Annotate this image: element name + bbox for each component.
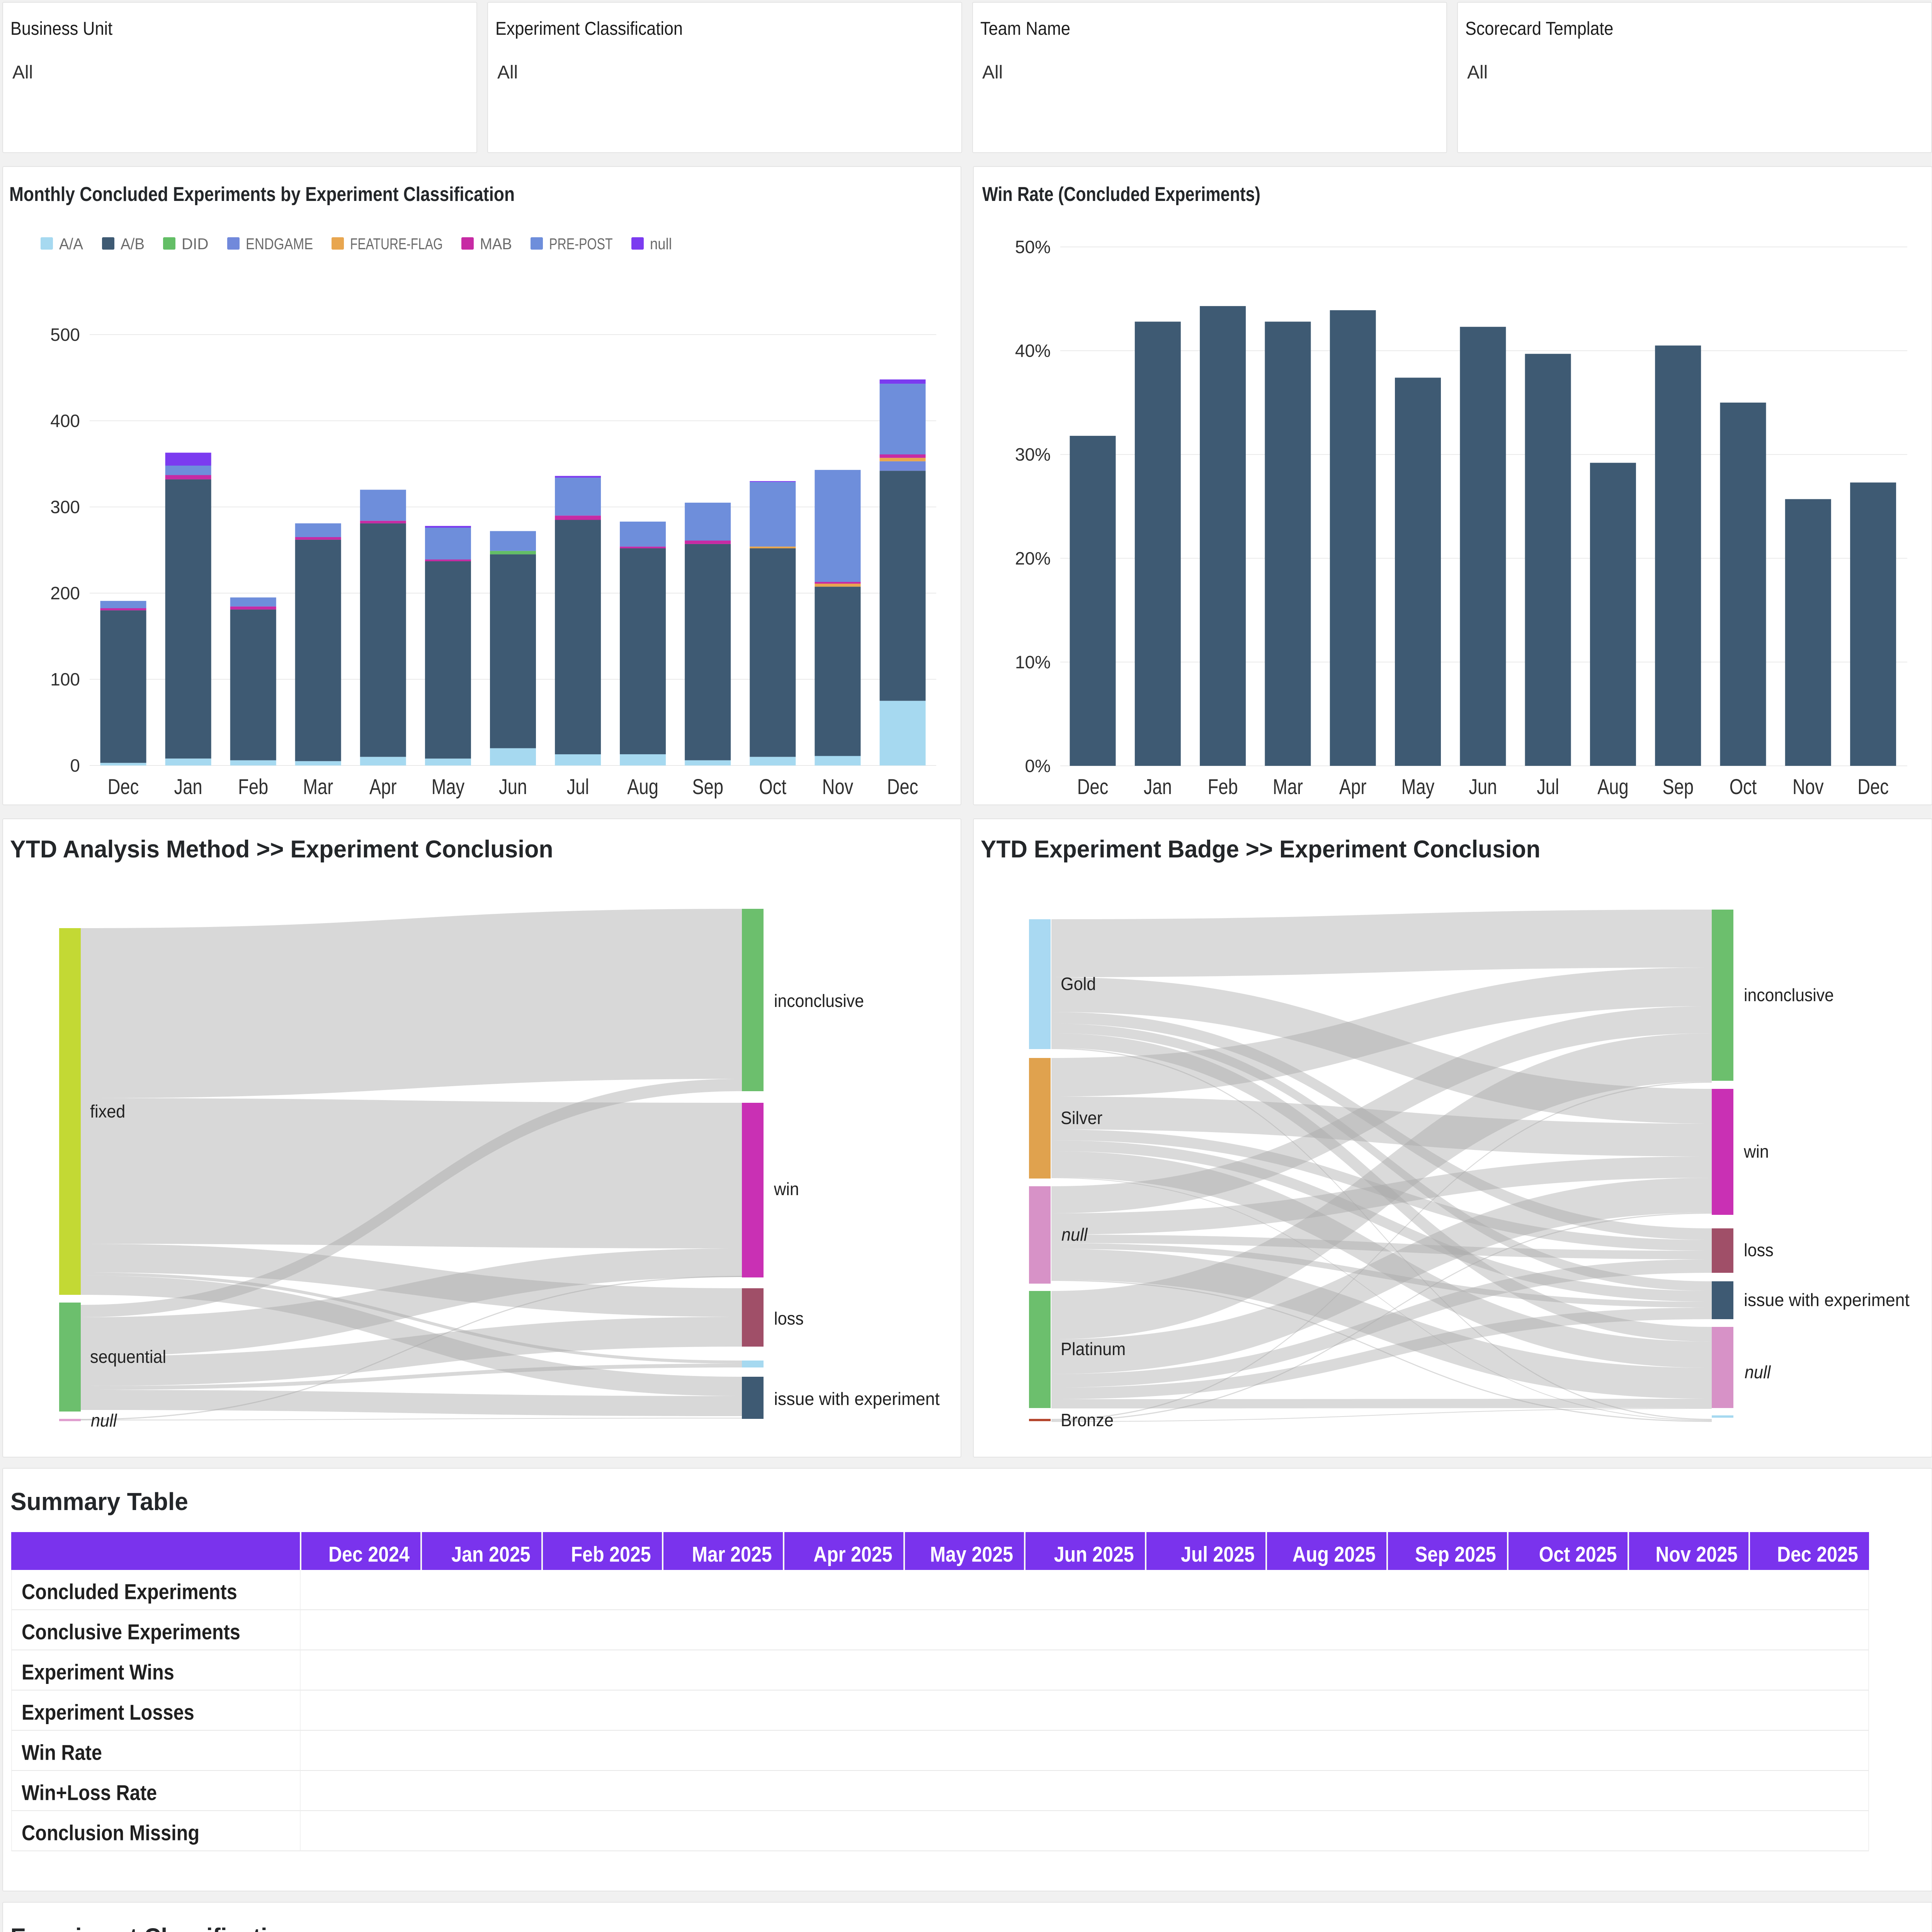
svg-text:inconclusive: inconclusive <box>1744 986 1834 1005</box>
svg-text:sequential: sequential <box>90 1347 166 1367</box>
svg-text:Sep: Sep <box>1662 774 1694 799</box>
svg-text:FEATURE-FLAG: FEATURE-FLAG <box>350 235 443 253</box>
svg-text:Jan: Jan <box>174 774 202 799</box>
svg-text:inconclusive: inconclusive <box>774 992 864 1011</box>
svg-text:Dec: Dec <box>887 774 918 799</box>
svg-text:Oct: Oct <box>1730 774 1757 799</box>
svg-text:200: 200 <box>50 583 80 603</box>
svg-text:Silver: Silver <box>1061 1109 1102 1128</box>
svg-text:win: win <box>774 1180 799 1199</box>
svg-text:Feb: Feb <box>238 774 268 799</box>
svg-text:Nov: Nov <box>822 774 854 799</box>
svg-text:A/A: A/A <box>59 235 83 253</box>
svg-text:loss: loss <box>1744 1241 1774 1260</box>
svg-text:Win Rate (Concluded Experiment: Win Rate (Concluded Experiments) <box>982 183 1260 206</box>
svg-text:50%: 50% <box>1015 237 1051 257</box>
svg-text:0: 0 <box>70 755 80 776</box>
svg-text:Aug: Aug <box>627 774 658 799</box>
svg-text:300: 300 <box>50 497 80 517</box>
svg-text:Apr: Apr <box>369 774 397 799</box>
svg-text:issue with experiment: issue with experiment <box>774 1389 940 1409</box>
svg-text:issue with experiment: issue with experiment <box>1744 1290 1910 1310</box>
svg-text:DID: DID <box>182 235 209 253</box>
svg-text:0%: 0% <box>1025 756 1051 776</box>
svg-text:May: May <box>1401 774 1435 799</box>
svg-text:null: null <box>650 235 672 253</box>
svg-text:Bronze: Bronze <box>1061 1411 1114 1430</box>
svg-text:PRE-POST: PRE-POST <box>549 235 613 253</box>
svg-text:400: 400 <box>50 411 80 431</box>
svg-text:Jul: Jul <box>1537 774 1559 799</box>
svg-text:Monthly Concluded Experiments: Monthly Concluded Experiments by Experim… <box>9 183 515 206</box>
svg-text:10%: 10% <box>1015 652 1051 672</box>
svg-text:Apr: Apr <box>1339 774 1367 799</box>
svg-text:100: 100 <box>50 669 80 689</box>
svg-text:Sep: Sep <box>692 774 723 799</box>
svg-text:May: May <box>432 774 465 799</box>
svg-text:Dec: Dec <box>108 774 139 799</box>
svg-text:fixed: fixed <box>90 1102 125 1121</box>
svg-text:ENDGAME: ENDGAME <box>246 235 313 253</box>
svg-text:Mar: Mar <box>303 774 333 799</box>
svg-text:20%: 20% <box>1015 548 1051 568</box>
svg-text:Feb: Feb <box>1208 774 1238 799</box>
svg-text:null: null <box>91 1411 117 1430</box>
svg-text:Dec: Dec <box>1857 774 1889 799</box>
svg-text:Jul: Jul <box>567 774 589 799</box>
svg-text:Aug: Aug <box>1597 774 1629 799</box>
svg-text:Oct: Oct <box>759 774 787 799</box>
svg-text:YTD Analysis Method >> Experim: YTD Analysis Method >> Experiment Conclu… <box>10 836 553 863</box>
svg-text:Nov: Nov <box>1793 774 1824 799</box>
svg-text:Jun: Jun <box>499 774 527 799</box>
svg-text:500: 500 <box>50 325 80 345</box>
svg-text:Platinum: Platinum <box>1061 1340 1126 1359</box>
svg-text:30%: 30% <box>1015 444 1051 464</box>
svg-text:null: null <box>1061 1225 1088 1245</box>
svg-text:win: win <box>1743 1142 1769 1162</box>
svg-text:Mar: Mar <box>1273 774 1303 799</box>
svg-text:A/B: A/B <box>121 235 145 253</box>
svg-text:MAB: MAB <box>480 235 512 253</box>
svg-text:YTD Experiment Badge >> Experi: YTD Experiment Badge >> Experiment Concl… <box>981 836 1540 863</box>
svg-text:Jan: Jan <box>1144 774 1172 799</box>
svg-text:null: null <box>1745 1363 1771 1382</box>
svg-text:Jun: Jun <box>1469 774 1497 799</box>
svg-text:Gold: Gold <box>1061 975 1096 994</box>
svg-text:Dec: Dec <box>1077 774 1109 799</box>
svg-text:40%: 40% <box>1015 341 1051 361</box>
svg-text:loss: loss <box>774 1309 804 1328</box>
